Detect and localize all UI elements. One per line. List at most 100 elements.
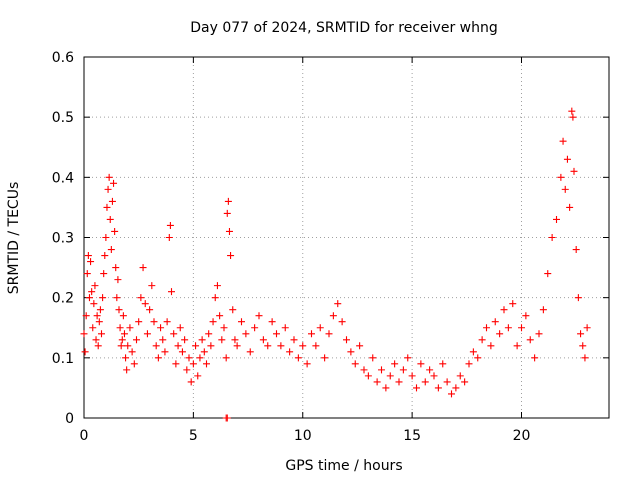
data-point [170, 330, 178, 338]
data-point [128, 348, 136, 356]
data-point [469, 348, 477, 356]
data-point [561, 185, 569, 193]
data-point [91, 282, 99, 290]
data-point [395, 378, 403, 386]
data-point [382, 384, 390, 392]
data-point [255, 312, 263, 320]
x-tick-label: 10 [294, 428, 312, 444]
data-point [163, 318, 171, 326]
data-point [101, 252, 109, 260]
data-point [448, 390, 455, 398]
data-point [553, 215, 560, 223]
chart-title: Day 077 of 2024, SRMTID for receiver whn… [190, 20, 498, 36]
data-point [356, 342, 364, 350]
data-point [277, 342, 285, 350]
x-axis-label: GPS time / hours [285, 458, 402, 474]
data-point [321, 354, 329, 362]
data-point [569, 113, 577, 121]
data-point [299, 342, 307, 350]
data-point [83, 270, 91, 278]
data-point [504, 324, 512, 332]
data-point [238, 318, 245, 326]
data-point [119, 312, 127, 320]
x-tick-label: 15 [403, 428, 421, 444]
data-point [531, 354, 539, 362]
data-point [548, 234, 556, 241]
y-tick-label: 0.1 [52, 351, 74, 367]
data-point [148, 282, 156, 290]
data-point [513, 342, 521, 350]
data-point [100, 270, 108, 278]
data-point [294, 354, 302, 362]
data-point [351, 360, 359, 368]
data-point [430, 372, 438, 380]
data-point [338, 318, 346, 326]
data-point [192, 342, 200, 350]
data-point [535, 330, 543, 338]
data-point [281, 324, 289, 332]
data-point [183, 366, 191, 374]
data-point [264, 342, 272, 350]
y-tick-label: 0.5 [52, 110, 74, 126]
data-point [84, 252, 92, 260]
x-tick-label: 5 [189, 428, 198, 444]
data-point [110, 179, 118, 187]
data-point [112, 264, 120, 272]
data-point [123, 366, 131, 374]
data-point [161, 348, 169, 356]
data-point [579, 342, 587, 350]
data-point [268, 318, 276, 326]
data-point [399, 366, 407, 374]
data-point [120, 330, 128, 338]
data-point [583, 324, 591, 332]
data-point [386, 372, 394, 380]
data-point [94, 342, 102, 350]
grid-lines [84, 57, 609, 418]
data-point [329, 312, 337, 320]
data-point [434, 384, 442, 392]
data-point [227, 252, 235, 260]
data-point [474, 354, 482, 362]
x-tick-label: 20 [513, 428, 531, 444]
data-point [207, 342, 215, 350]
data-point [189, 360, 197, 368]
data-point [478, 336, 486, 344]
data-point [198, 336, 206, 344]
data-point [522, 312, 530, 320]
data-point [439, 360, 447, 368]
data-point [146, 306, 154, 314]
data-point [99, 294, 107, 302]
data-point [80, 330, 88, 338]
data-point [509, 300, 517, 308]
data-point [172, 360, 180, 368]
data-point [115, 306, 123, 314]
data-points [80, 107, 591, 422]
data-point [113, 294, 121, 302]
data-point [568, 107, 576, 115]
data-point [81, 348, 89, 356]
data-point [104, 185, 112, 193]
data-point [117, 342, 125, 350]
data-point [223, 414, 231, 422]
data-point [233, 342, 241, 350]
data-point [421, 378, 429, 386]
data-point [166, 221, 174, 229]
data-point [539, 306, 547, 314]
data-point [88, 288, 96, 296]
data-point [122, 354, 130, 362]
y-tick-label: 0.2 [52, 291, 74, 307]
data-point [187, 378, 195, 386]
data-point [286, 348, 294, 356]
data-point [426, 366, 434, 374]
y-axis-label: SRMTID / TECUs [6, 182, 22, 295]
data-point [106, 215, 114, 223]
data-point [203, 360, 210, 368]
data-point [157, 324, 165, 332]
data-point [557, 173, 565, 181]
data-point [209, 318, 217, 326]
data-point [452, 384, 460, 392]
data-point [574, 294, 582, 302]
data-point [290, 336, 298, 344]
data-point [196, 354, 204, 362]
